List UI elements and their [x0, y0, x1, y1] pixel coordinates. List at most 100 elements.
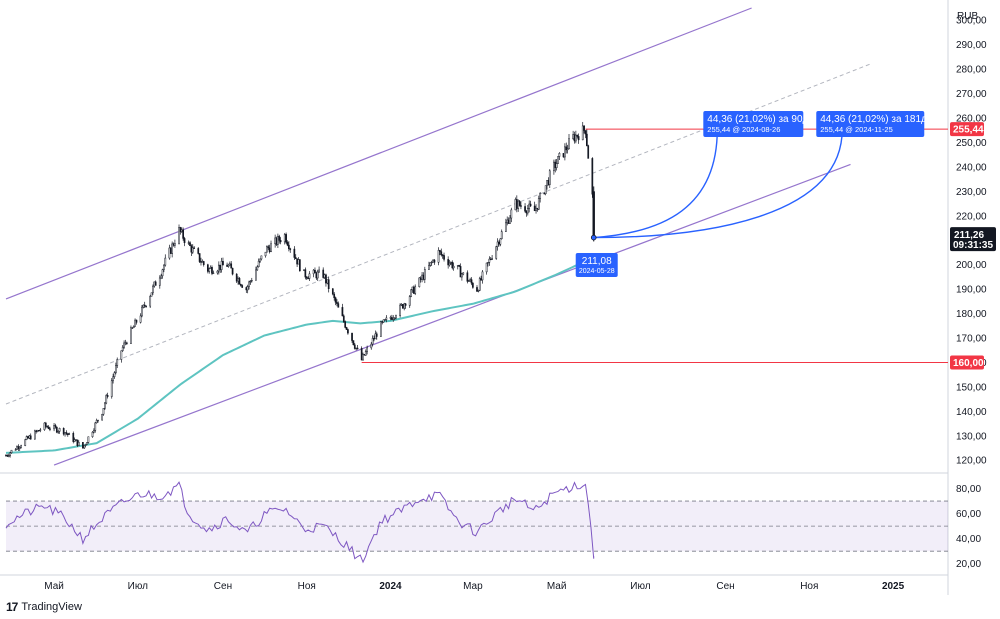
- candle-body: [566, 148, 569, 151]
- candle-body: [277, 236, 279, 245]
- candle-body: [410, 289, 412, 297]
- x-tick-label: Сен: [716, 581, 734, 592]
- candle-body: [120, 350, 123, 360]
- candle-body: [64, 432, 66, 435]
- candle-body: [362, 354, 364, 361]
- candle-body: [430, 261, 433, 264]
- callout-90d-subtitle: 255,44 @ 2024-08-26: [707, 125, 780, 134]
- candle-body: [461, 273, 463, 278]
- price-tag-label: 160,00: [953, 358, 984, 369]
- candle-body: [381, 321, 384, 323]
- candle-body: [515, 199, 518, 209]
- candle-body: [411, 286, 414, 291]
- chart-frame: [0, 0, 949, 595]
- rsi-tick-label: 40,00: [956, 534, 981, 545]
- candle-body: [507, 219, 510, 224]
- candle-body: [123, 342, 125, 348]
- candle-body: [399, 304, 401, 316]
- candle-body: [115, 365, 117, 373]
- candle-body: [316, 271, 319, 279]
- candle-body: [341, 307, 344, 317]
- candle-body: [130, 327, 132, 344]
- candle-body: [375, 333, 378, 337]
- candle-body: [248, 281, 250, 287]
- x-tick-label: Июл: [128, 581, 148, 592]
- candle-body: [421, 274, 423, 280]
- callout-181d-box: [816, 111, 925, 137]
- y-tick-label: 120,00: [956, 456, 987, 467]
- candle-body: [419, 277, 422, 280]
- candle-body: [496, 241, 499, 247]
- channel-upper-line: [5, 7, 752, 300]
- candle-body: [318, 269, 320, 273]
- x-tick-label: 2025: [882, 581, 905, 592]
- candle-body: [255, 269, 257, 281]
- candle-body: [392, 317, 395, 320]
- candle-body: [28, 435, 31, 439]
- candle-body: [297, 259, 300, 265]
- tradingview-mark-icon: 17: [6, 600, 18, 614]
- candle-body: [102, 408, 105, 415]
- candle-body: [553, 161, 555, 172]
- candle-body: [423, 269, 426, 280]
- candle-body: [524, 206, 526, 212]
- candle-body: [274, 237, 276, 245]
- candle-body: [555, 163, 558, 168]
- candle-body: [485, 262, 488, 273]
- candle-body: [125, 342, 128, 344]
- last-price-label: 211,26: [954, 230, 984, 241]
- candle-body: [382, 319, 385, 323]
- candle-body: [592, 191, 595, 238]
- candle-body: [477, 290, 480, 292]
- candle-body: [220, 260, 223, 270]
- x-tick-label: 2024: [379, 581, 402, 592]
- candle-body: [562, 153, 565, 158]
- projection-curve: [593, 129, 843, 239]
- candle-body: [241, 285, 244, 288]
- candle-body: [202, 261, 205, 265]
- candle-body: [450, 261, 452, 264]
- candle-body: [260, 255, 263, 260]
- candle-body: [153, 281, 156, 287]
- candle-body: [336, 301, 338, 304]
- candle-body: [289, 248, 292, 250]
- candle-body: [237, 278, 239, 282]
- candle-body: [364, 351, 367, 356]
- candle-body: [433, 259, 436, 263]
- projection-curves: [590, 126, 846, 241]
- candle-body: [75, 439, 77, 441]
- candle-body: [537, 198, 540, 210]
- candle-body: [266, 246, 268, 253]
- candle-body: [325, 274, 327, 284]
- candle-body: [533, 205, 536, 212]
- tradingview-logo[interactable]: 17 TradingView: [6, 600, 82, 614]
- candle-body: [198, 253, 201, 262]
- candle-body: [24, 439, 27, 446]
- candle-body: [356, 347, 359, 350]
- candle-body: [149, 296, 152, 307]
- candle-body: [124, 342, 127, 344]
- candle-body: [526, 208, 529, 214]
- candle-body: [39, 429, 42, 431]
- candle-body: [305, 276, 308, 279]
- projection-origin-dot: [590, 234, 597, 241]
- candle-body: [183, 238, 186, 243]
- candle-body: [245, 287, 248, 291]
- candle-body: [344, 321, 347, 328]
- candle-body: [447, 259, 450, 266]
- candle-body: [476, 287, 478, 292]
- callout-181d-subtitle: 255,44 @ 2024-11-25: [820, 125, 893, 134]
- candle-body: [429, 262, 432, 266]
- candle-body: [58, 428, 61, 432]
- candle-body: [466, 272, 469, 282]
- candle-body: [150, 292, 153, 297]
- candle-body: [7, 455, 10, 457]
- candle-body: [498, 241, 500, 245]
- currency-label: RUB: [957, 11, 978, 22]
- y-tick-label: 260,00: [956, 114, 987, 125]
- y-tick-label: 300,00: [956, 16, 987, 27]
- candle-body: [35, 430, 38, 432]
- candle-body: [145, 305, 147, 307]
